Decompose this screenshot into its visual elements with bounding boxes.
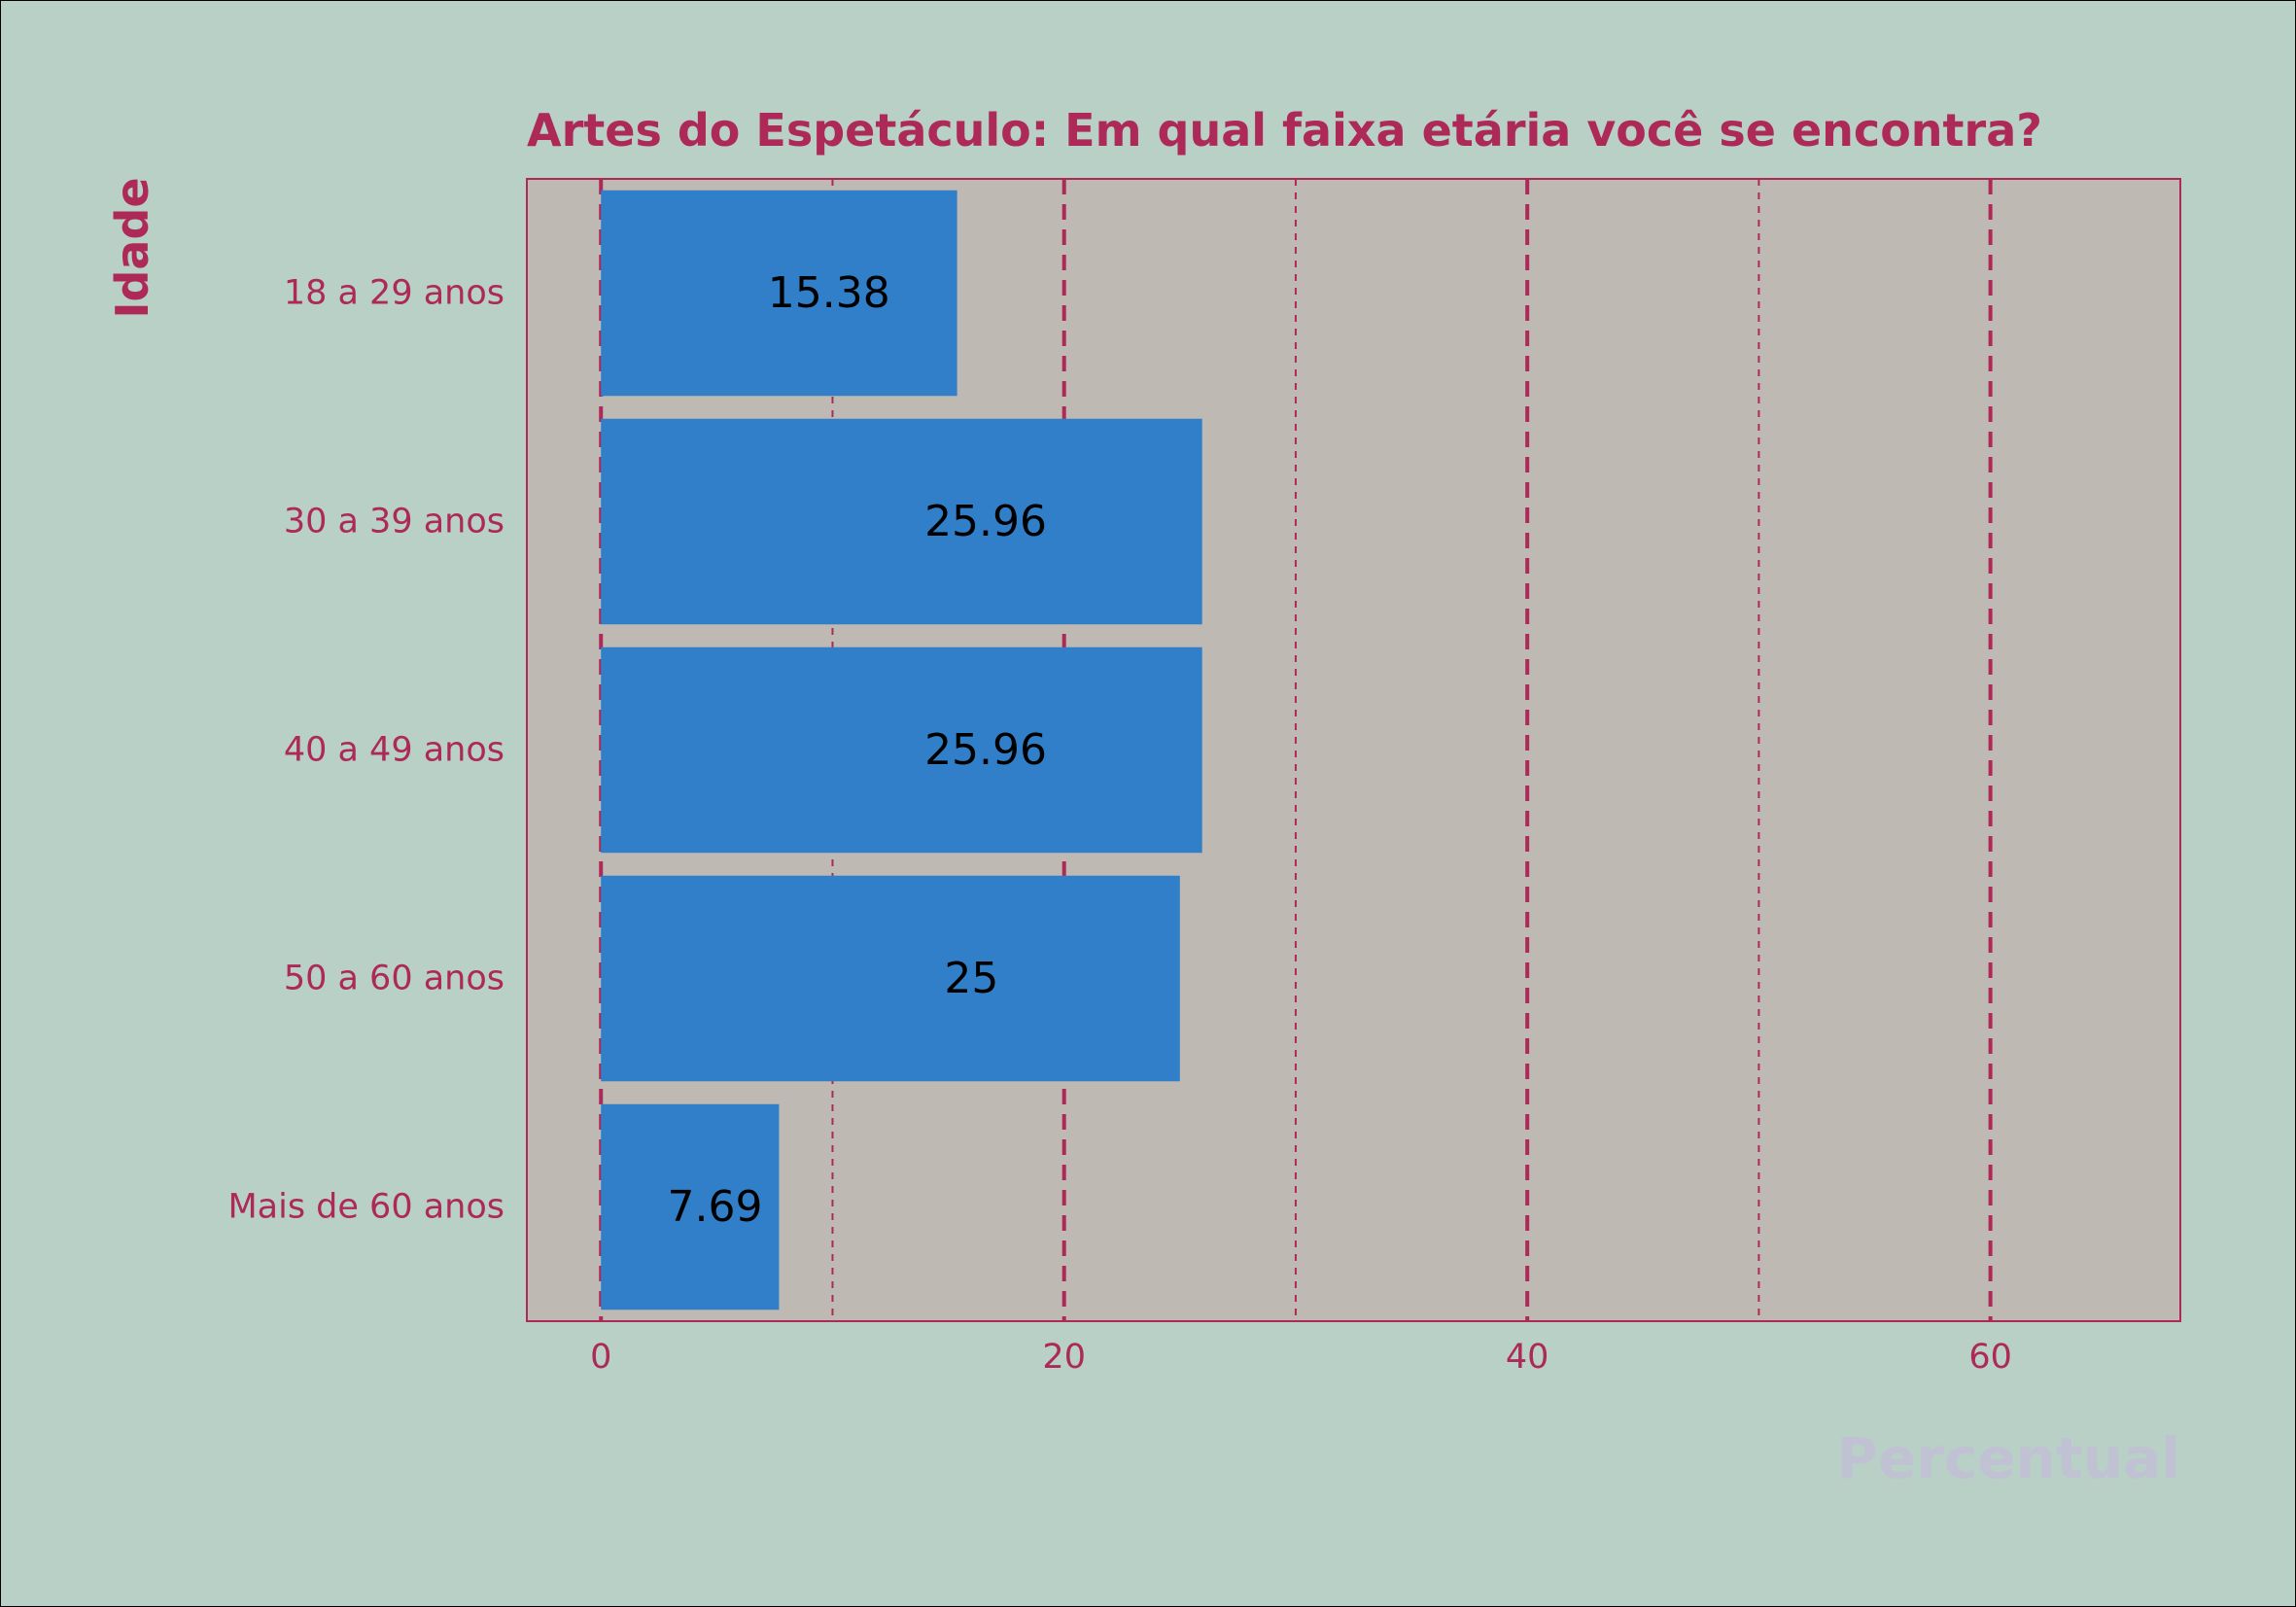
y-tick-labels: 18 a 29 anos 30 a 39 anos 40 a 49 anos 50 a… [227,274,504,1227]
bar-value-label: 7.69 [668,1182,763,1232]
bars [601,190,1202,1310]
bar [601,1103,780,1310]
x-tick-label: 0 [590,1338,611,1377]
bar [601,646,1202,854]
bar [601,418,1202,625]
y-tick-label: 40 a 49 anos [284,731,504,770]
y-tick-label: 50 a 60 anos [284,960,504,998]
x-tick-label: 40 [1506,1338,1549,1377]
y-tick-label: 30 a 39 anos [284,503,504,541]
x-tick-label: 60 [1968,1338,2012,1377]
x-tick-label: 20 [1042,1338,1086,1377]
data-labels: 15.38 25.96 25.96 25 7.69 [668,268,1048,1232]
bar-value-label: 25 [944,954,998,1003]
chart-title: Artes do Espetáculo: Em qual faixa etári… [527,104,2042,157]
bar-value-label: 15.38 [768,268,890,318]
y-tick-label: Mais de 60 anos [227,1188,504,1227]
bar [601,190,957,397]
bar-value-label: 25.96 [924,497,1047,546]
x-tick-labels: 0 20 40 60 [590,1338,2012,1377]
x-axis-title: Percentual [1837,1425,2181,1491]
y-axis-title: Idade [106,177,158,318]
y-tick-label: 18 a 29 anos [284,274,504,313]
bar [601,875,1180,1082]
bar-value-label: 25.96 [924,725,1047,775]
